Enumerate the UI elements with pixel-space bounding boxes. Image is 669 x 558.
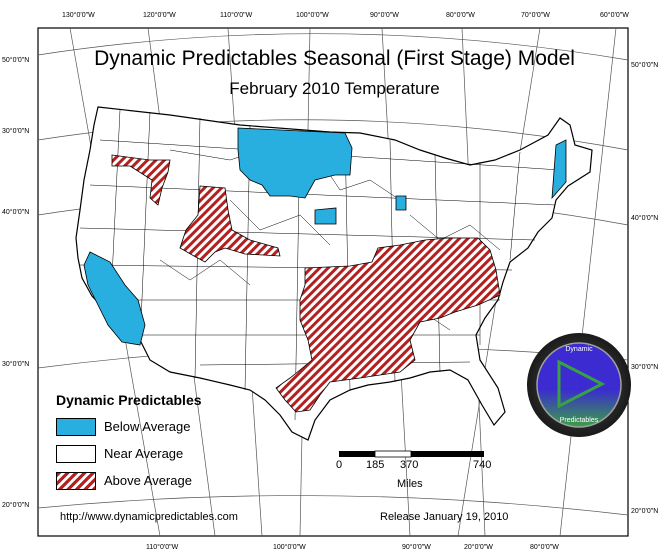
scale-tick-label: 740 — [473, 459, 492, 471]
legend-swatch-near — [56, 445, 96, 463]
below-average-vermont — [551, 139, 567, 200]
latitude-label: 40°0'0"N — [2, 209, 30, 216]
latitude-label: 50°0'0"N — [631, 62, 659, 69]
scale-tick-label: 370 — [400, 459, 419, 471]
map-subtitle: February 2010 Temperature — [229, 79, 440, 98]
logo-text-bottom: Predictables — [559, 417, 599, 424]
longitude-label: 80°0'0"W — [530, 544, 559, 551]
scale-tick-label: 0 — [336, 459, 343, 471]
longitude-label: 90°0'0"W — [402, 544, 431, 551]
legend-label: Near Average — [104, 446, 184, 461]
below-average-iowa — [314, 207, 337, 225]
below-average-california — [83, 251, 146, 346]
scale-tick-label: 185 — [366, 459, 385, 471]
legend-item-near-average: Near Average — [56, 445, 246, 465]
legend-swatch-below — [56, 418, 96, 436]
above-average-central — [275, 237, 501, 413]
legend-label: Below Average — [104, 419, 191, 434]
longitude-label: 110°0'0"W — [146, 544, 179, 551]
longitude-label: 20°0'0"W — [464, 544, 493, 551]
latitude-label: 30°0'0"N — [2, 361, 30, 368]
latitude-label: 50°0'0"N — [2, 57, 30, 64]
scale-bar — [339, 450, 484, 458]
above-average-mountain-west — [179, 185, 281, 263]
legend-swatch-above — [56, 472, 96, 490]
latitude-label: 30°0'0"N — [631, 364, 659, 371]
above-average-regions — [111, 154, 501, 413]
legend-label: Above Average — [104, 473, 192, 488]
longitude-label: 120°0'0"W — [143, 12, 176, 19]
legend-item-below-average: Below Average — [56, 418, 246, 438]
latitude-label: 20°0'0"N — [631, 508, 659, 515]
play-triangle-icon — [557, 359, 606, 409]
scale-unit-label: Miles — [397, 478, 423, 490]
longitude-label: 100°0'0"W — [296, 12, 329, 19]
longitude-label: 100°0'0"W — [273, 544, 306, 551]
below-average-wisconsin — [395, 195, 407, 211]
longitude-label: 80°0'0"W — [446, 12, 475, 19]
latitude-label: 40°0'0"N — [631, 215, 659, 222]
release-date: Release January 19, 2010 — [380, 511, 509, 523]
longitude-label: 60°0'0"W — [600, 12, 629, 19]
longitude-label: 130°0'0"W — [62, 12, 95, 19]
latitude-label: 30°0'0"N — [2, 128, 30, 135]
dynamic-predictables-logo — [527, 333, 631, 437]
legend-title: Dynamic Predictables — [56, 392, 202, 408]
above-average-northwest — [111, 154, 171, 206]
website-link[interactable]: http://www.dynamicpredictables.com — [60, 511, 238, 523]
latitude-label: 20°0'0"N — [2, 502, 30, 509]
map-title: Dynamic Predictables Seasonal (First Sta… — [94, 47, 575, 70]
longitude-label: 110°0'0"W — [220, 12, 253, 19]
logo-text-top: Dynamic — [565, 346, 593, 353]
legend-item-above-average: Above Average — [56, 472, 246, 492]
longitude-label: 90°0'0"W — [370, 12, 399, 19]
below-average-northern-plains — [237, 127, 353, 199]
longitude-label: 70°0'0"W — [521, 12, 550, 19]
below-average-regions — [83, 127, 567, 346]
